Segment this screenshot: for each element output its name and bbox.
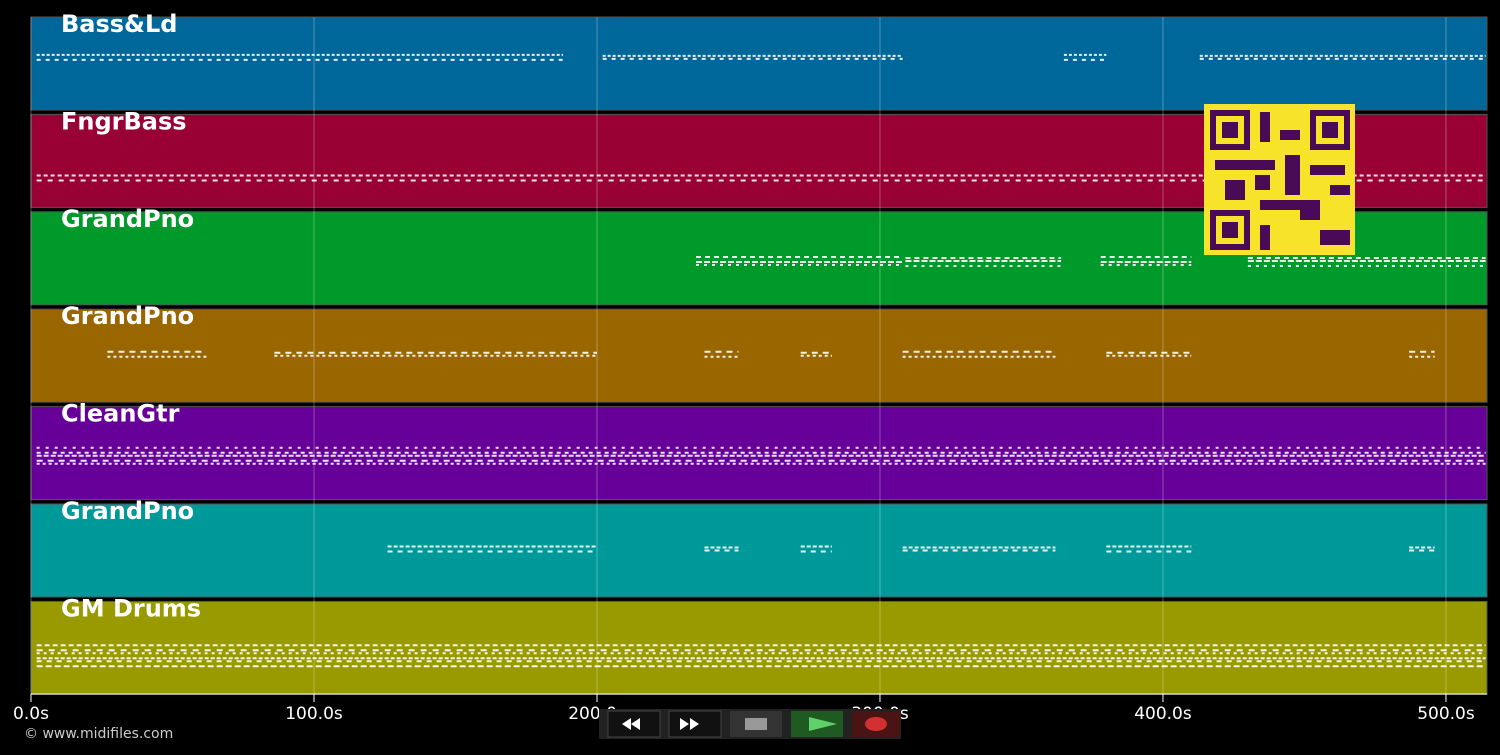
forward-button[interactable]	[668, 710, 722, 738]
tick-label: 0.0s	[13, 704, 49, 724]
track-name: GrandPno	[61, 205, 194, 233]
track-lane	[30, 16, 1488, 111]
track-lane	[30, 503, 1488, 598]
track-name: CleanGtr	[61, 400, 180, 428]
track-name: GM Drums	[61, 594, 201, 622]
track-name: Bass&Ld	[61, 10, 177, 38]
track-lane	[30, 600, 1488, 695]
tick-label: 100.0s	[285, 704, 343, 724]
qr-code	[1204, 104, 1355, 255]
track-name: GrandPno	[61, 302, 194, 330]
tick-label: 400.0s	[1134, 704, 1192, 724]
play-button[interactable]	[791, 711, 843, 737]
rewind-button[interactable]	[607, 710, 661, 738]
track-name: FngrBass	[61, 107, 187, 135]
copyright: © www.midifiles.com	[24, 726, 173, 742]
tick-label: 500.0s	[1417, 704, 1475, 724]
track-lane	[30, 308, 1488, 403]
record-button[interactable]	[852, 711, 900, 737]
track-name: GrandPno	[61, 497, 194, 525]
transport-controls	[599, 709, 901, 739]
stop-button[interactable]	[730, 711, 782, 737]
